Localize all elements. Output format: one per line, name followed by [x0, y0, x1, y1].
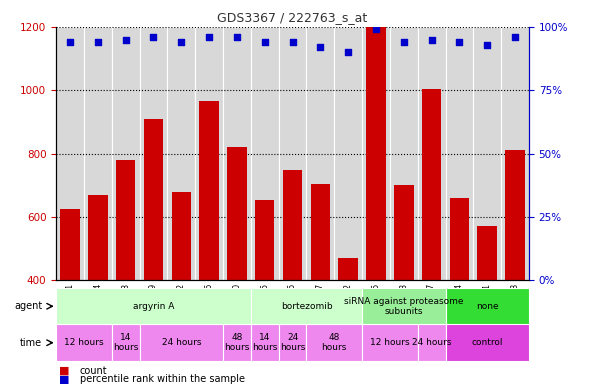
Bar — [335, 27, 362, 280]
Point — [288, 39, 297, 45]
Text: 48
hours: 48 hours — [224, 333, 249, 353]
Point — [260, 39, 269, 45]
Bar — [139, 324, 223, 361]
Bar — [478, 227, 497, 384]
Text: 14
hours: 14 hours — [113, 333, 138, 353]
Bar — [362, 324, 418, 361]
Point — [232, 34, 242, 40]
Point — [343, 49, 353, 55]
Text: percentile rank within the sample: percentile rank within the sample — [80, 374, 245, 384]
Bar — [339, 258, 358, 384]
Bar — [112, 27, 139, 280]
Text: 14
hours: 14 hours — [252, 333, 277, 353]
Bar — [199, 101, 219, 384]
Bar — [56, 27, 84, 280]
Point — [177, 39, 186, 45]
Text: siRNA against proteasome
subunits: siRNA against proteasome subunits — [344, 296, 463, 316]
Text: agent: agent — [14, 301, 42, 311]
Text: 12 hours: 12 hours — [370, 338, 410, 347]
Text: count: count — [80, 366, 108, 376]
Text: bortezomib: bortezomib — [281, 302, 332, 311]
Bar — [418, 27, 446, 280]
Point — [427, 36, 436, 43]
Bar — [255, 200, 274, 384]
Bar — [88, 195, 108, 384]
Bar — [144, 119, 163, 384]
Bar — [394, 185, 414, 384]
Point — [121, 36, 131, 43]
Point — [371, 26, 381, 33]
Bar — [167, 27, 195, 280]
Bar — [390, 27, 418, 280]
Point — [399, 39, 408, 45]
Text: 24
hours: 24 hours — [280, 333, 305, 353]
Bar — [223, 27, 251, 280]
Bar — [112, 324, 139, 361]
Text: 12 hours: 12 hours — [64, 338, 104, 347]
Text: time: time — [20, 338, 42, 348]
Bar — [139, 27, 167, 280]
Bar — [422, 89, 441, 384]
Point — [66, 39, 75, 45]
Bar — [195, 27, 223, 280]
Point — [454, 39, 464, 45]
Bar — [283, 170, 302, 384]
Bar — [251, 324, 278, 361]
Bar — [446, 324, 529, 361]
Bar — [251, 27, 278, 280]
Point — [482, 41, 492, 48]
Title: GDS3367 / 222763_s_at: GDS3367 / 222763_s_at — [217, 11, 368, 24]
Bar — [366, 27, 386, 384]
Point — [149, 34, 158, 40]
Bar — [227, 147, 246, 384]
Point — [93, 39, 103, 45]
Text: 24 hours: 24 hours — [412, 338, 452, 347]
Bar — [223, 324, 251, 361]
Bar — [84, 27, 112, 280]
Bar — [251, 288, 362, 324]
Point — [510, 34, 519, 40]
Bar — [56, 288, 251, 324]
Bar — [362, 27, 390, 280]
Bar — [505, 151, 525, 384]
Bar — [362, 288, 446, 324]
Text: none: none — [476, 302, 499, 311]
Bar — [311, 184, 330, 384]
Bar — [307, 324, 362, 361]
Text: control: control — [472, 338, 503, 347]
Bar — [278, 27, 307, 280]
Bar — [473, 27, 501, 280]
Text: ■: ■ — [59, 374, 70, 384]
Text: ■: ■ — [59, 366, 70, 376]
Bar — [116, 160, 135, 384]
Bar — [446, 27, 473, 280]
Text: 48
hours: 48 hours — [322, 333, 347, 353]
Bar — [418, 324, 446, 361]
Bar — [278, 324, 307, 361]
Bar — [60, 209, 80, 384]
Point — [204, 34, 214, 40]
Text: argyrin A: argyrin A — [133, 302, 174, 311]
Bar — [56, 324, 112, 361]
Bar — [171, 192, 191, 384]
Bar — [307, 27, 335, 280]
Text: 24 hours: 24 hours — [161, 338, 201, 347]
Point — [316, 44, 325, 50]
Bar — [450, 198, 469, 384]
Bar — [501, 27, 529, 280]
Bar — [446, 288, 529, 324]
